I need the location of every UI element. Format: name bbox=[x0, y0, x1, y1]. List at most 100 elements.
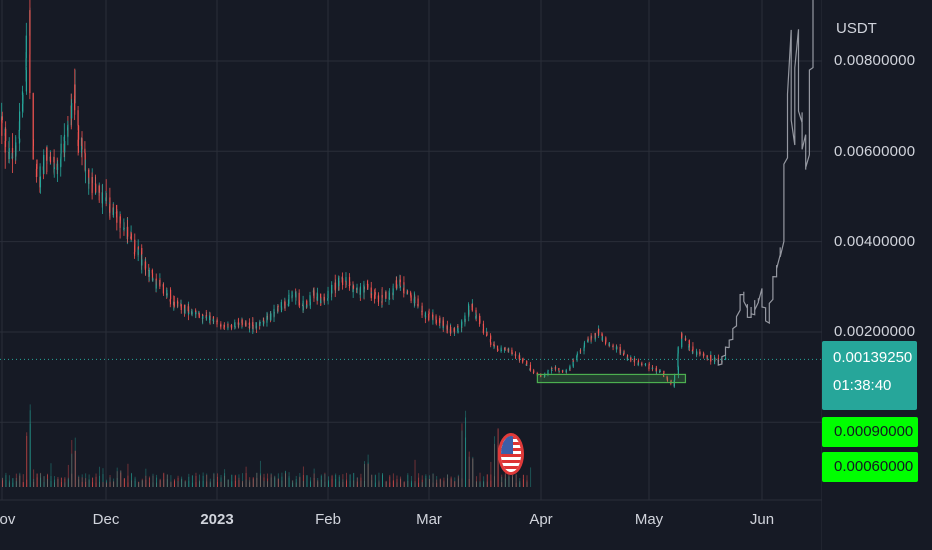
volume-bar bbox=[299, 476, 301, 487]
candle-body bbox=[461, 321, 463, 325]
volume-bar bbox=[40, 477, 42, 487]
alert-level-badge[interactable]: 0.00090000 bbox=[822, 417, 918, 447]
candle-body bbox=[677, 367, 679, 375]
volume-bar bbox=[418, 477, 420, 487]
volume-bar bbox=[174, 481, 175, 487]
alert-level-value: 0.00090000 bbox=[834, 423, 914, 440]
volume-bar bbox=[414, 482, 416, 487]
chart-canvas[interactable] bbox=[0, 0, 822, 550]
volume-bar bbox=[274, 475, 276, 487]
candle-body bbox=[151, 273, 154, 281]
candle-body bbox=[287, 303, 289, 306]
volume-bar bbox=[29, 423, 31, 487]
volume-bar bbox=[181, 479, 183, 487]
volume-bar bbox=[285, 473, 286, 487]
candle-body bbox=[320, 300, 322, 304]
volume-bar bbox=[92, 477, 94, 487]
time-tick-label: Jun bbox=[749, 511, 775, 528]
candle-body bbox=[413, 298, 415, 304]
candle-body bbox=[169, 293, 172, 300]
price-tick-label: 0.00600000 bbox=[834, 143, 916, 160]
volume-bar bbox=[156, 482, 158, 487]
candle-body bbox=[385, 297, 387, 299]
candle-body bbox=[612, 346, 614, 348]
volume-bar bbox=[15, 473, 17, 487]
volume-bar bbox=[95, 473, 97, 487]
candle-body bbox=[594, 333, 596, 336]
candle-body bbox=[36, 159, 38, 169]
candle-body bbox=[569, 366, 571, 369]
volume-bar bbox=[217, 476, 218, 487]
candle-body bbox=[348, 284, 350, 286]
volume-bar bbox=[184, 480, 186, 487]
volume-bar bbox=[29, 404, 31, 487]
candle-body bbox=[223, 327, 225, 329]
candle-body bbox=[681, 333, 683, 348]
volume-bar bbox=[342, 482, 344, 487]
volume-bar bbox=[209, 482, 211, 487]
volume-bar bbox=[346, 472, 347, 487]
volume-bar bbox=[263, 480, 265, 487]
candle-body bbox=[56, 167, 59, 170]
candle-body bbox=[356, 288, 358, 290]
volume-bar bbox=[64, 478, 66, 487]
volume-bar bbox=[299, 473, 301, 487]
price-line-recent bbox=[717, 0, 814, 366]
volume-bar bbox=[328, 476, 329, 487]
volume-bar bbox=[410, 475, 412, 487]
candle-body bbox=[309, 295, 311, 302]
candle-body bbox=[478, 322, 481, 324]
volume-bar bbox=[400, 476, 402, 487]
candle-body bbox=[32, 146, 34, 160]
volume-bar bbox=[252, 477, 254, 487]
candle-body bbox=[471, 303, 473, 311]
volume-bar bbox=[396, 475, 398, 487]
candle-body bbox=[39, 166, 41, 177]
candle-body bbox=[583, 346, 585, 348]
volume-bar bbox=[374, 482, 376, 487]
volume-bar bbox=[472, 458, 474, 487]
volume-bar bbox=[145, 468, 147, 487]
volume-bar bbox=[342, 479, 344, 487]
volume-bar bbox=[33, 481, 35, 487]
candle-body bbox=[438, 319, 441, 323]
candle-body bbox=[706, 357, 708, 359]
candle-body bbox=[725, 357, 727, 360]
volume-bar bbox=[109, 477, 111, 487]
candle-body bbox=[245, 322, 247, 327]
candle-body bbox=[490, 342, 492, 345]
candle-body bbox=[388, 292, 391, 298]
candle-body bbox=[177, 302, 179, 304]
volume-bar bbox=[12, 482, 14, 487]
candle-body bbox=[601, 333, 603, 336]
volume-bar bbox=[92, 482, 94, 487]
volume-bar bbox=[317, 478, 319, 487]
volume-bar bbox=[494, 436, 495, 487]
volume-bar bbox=[515, 474, 517, 487]
volume-bar bbox=[163, 473, 165, 487]
candle-body bbox=[32, 93, 34, 140]
volume-bar bbox=[447, 478, 448, 487]
volume-bar bbox=[346, 479, 347, 487]
candle-body bbox=[141, 248, 143, 255]
volume-bar bbox=[267, 478, 269, 487]
volume-bar bbox=[465, 410, 467, 487]
candle-body bbox=[15, 142, 17, 156]
volume-bar bbox=[281, 480, 283, 487]
candle-body bbox=[681, 335, 683, 338]
candle-body bbox=[385, 291, 387, 298]
candle-body bbox=[238, 322, 240, 326]
volume-bar bbox=[134, 481, 136, 487]
volume-bar bbox=[277, 478, 279, 487]
alert-level-badge[interactable]: 0.00060000 bbox=[822, 452, 918, 482]
volume-bar bbox=[274, 477, 276, 487]
us-flag-icon[interactable] bbox=[498, 433, 524, 475]
candle-body bbox=[53, 167, 55, 170]
volume-bar bbox=[95, 476, 97, 487]
candle-body bbox=[583, 342, 586, 347]
volume-bar bbox=[120, 470, 122, 487]
volume-bar bbox=[328, 480, 329, 487]
volume-bar bbox=[191, 482, 193, 487]
volume-bar bbox=[50, 476, 52, 487]
